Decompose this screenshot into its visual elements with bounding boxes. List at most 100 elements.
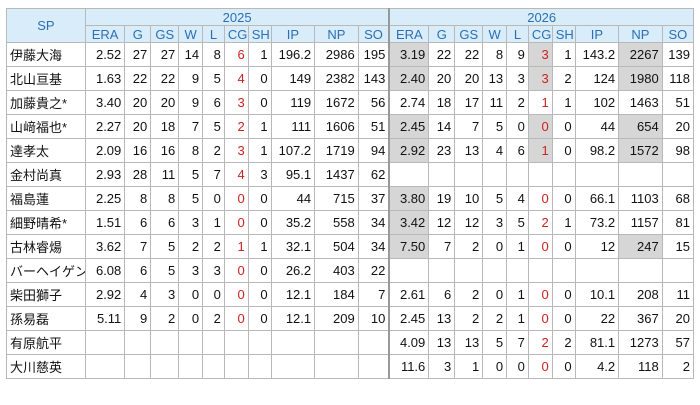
empty-cell — [150, 330, 180, 355]
stat-cell: 2.92 — [84, 282, 126, 307]
empty-cell — [574, 258, 620, 283]
stat-cell: 8 — [178, 138, 204, 163]
stat-cell: 6 — [223, 42, 249, 67]
player-row: 伊藤大海 2.52 27 27 14 8 6 1 196.2 2986 195 3.19 22 22 8 9 3… — [6, 42, 695, 67]
stat-cell: 1 — [247, 42, 272, 67]
empty-cell — [661, 162, 695, 187]
stat-cell: 0 — [247, 210, 272, 235]
stat-cell: 195 — [357, 42, 390, 67]
stat-cell: 2986 — [314, 42, 359, 67]
stat-cell: 20 — [661, 306, 695, 331]
stat-cell: 0 — [551, 114, 576, 139]
player-name: 達孝太 — [6, 138, 86, 163]
stat-cell: 5 — [482, 186, 508, 211]
stat-cell: 1 — [551, 210, 576, 235]
stat-cell: 143.2 — [574, 42, 620, 67]
stat-cell: 68 — [661, 186, 695, 211]
column-header: IP — [270, 25, 316, 43]
stat-cell: 13 — [428, 306, 456, 331]
stat-cell: 2 — [150, 306, 180, 331]
stat-cell: 22 — [428, 42, 456, 67]
player-row: 金村尚真 2.93 28 11 5 7 4 3 95.1 1437 62 — [6, 162, 695, 187]
stat-cell: 6 — [506, 138, 529, 163]
stat-cell: 0 — [551, 186, 576, 211]
stat-cell: 14 — [178, 42, 204, 67]
player-row: バーヘイゲン 6.08 6 5 3 3 0 0 26.2 403 22 — [6, 258, 695, 283]
stat-cell: 2.45 — [388, 114, 430, 139]
stat-cell: 0 — [247, 282, 272, 307]
stat-cell: 3 — [178, 210, 204, 235]
empty-cell — [84, 330, 126, 355]
stat-cell: 5 — [506, 210, 529, 235]
stat-cell: 184 — [314, 282, 359, 307]
stat-cell: 3 — [527, 66, 553, 91]
stat-cell: 111 — [270, 114, 316, 139]
header-row: SP 2025 2026 — [6, 8, 695, 43]
player-name: 細野晴希* — [6, 210, 86, 235]
stat-cell: 7 — [506, 330, 529, 355]
stat-cell: 7 — [428, 234, 456, 259]
stat-cell: 51 — [357, 114, 390, 139]
empty-cell — [314, 354, 359, 379]
stat-cell: 1157 — [618, 210, 663, 235]
empty-cell — [202, 330, 225, 355]
stat-cell: 2 — [454, 282, 484, 307]
stat-cell: 0 — [551, 234, 576, 259]
stat-cell: 5 — [150, 258, 180, 283]
stat-cell: 3 — [223, 90, 249, 115]
stat-cell: 27 — [150, 42, 180, 67]
stat-cell: 2 — [551, 66, 576, 91]
stat-cell: 3.40 — [84, 90, 126, 115]
stat-cell: 118 — [618, 354, 663, 379]
stat-cell: 11 — [661, 282, 695, 307]
stat-cell: 20 — [454, 66, 484, 91]
stat-cell: 22 — [357, 258, 390, 283]
stat-cell: 2 — [454, 306, 484, 331]
stat-cell: 2 — [454, 234, 484, 259]
stat-cell: 2 — [223, 114, 249, 139]
stat-cell: 3.80 — [388, 186, 430, 211]
stat-cell: 1103 — [618, 186, 663, 211]
stat-cell: 4.09 — [388, 330, 430, 355]
empty-cell — [388, 258, 430, 283]
empty-cell — [482, 162, 508, 187]
stat-cell: 0 — [223, 210, 249, 235]
column-header: G — [428, 25, 456, 43]
stat-cell: 5.11 — [84, 306, 126, 331]
stat-cell: 118 — [661, 66, 695, 91]
stat-cell: 44 — [574, 114, 620, 139]
stat-cell: 12 — [574, 234, 620, 259]
stat-cell: 0 — [506, 114, 529, 139]
column-header: CG — [527, 25, 553, 43]
column-header: SO — [661, 25, 695, 43]
empty-cell — [454, 258, 484, 283]
stat-cell: 403 — [314, 258, 359, 283]
player-name: 山﨑福也* — [6, 114, 86, 139]
empty-cell — [527, 258, 553, 283]
stat-cell: 0 — [223, 186, 249, 211]
player-row: 古林睿煬 3.62 7 5 2 2 1 1 32.1 504 34 7.50 7 2 0 1 0 0 12 247 15 — [6, 234, 695, 259]
stat-cell: 124 — [574, 66, 620, 91]
stat-cell: 20 — [124, 114, 152, 139]
stat-cell: 2.52 — [84, 42, 126, 67]
stat-cell: 81 — [661, 210, 695, 235]
stat-cell: 0 — [223, 282, 249, 307]
stat-cell: 0 — [527, 282, 553, 307]
empty-cell — [314, 330, 359, 355]
stat-cell: 15 — [661, 234, 695, 259]
column-header: W — [482, 25, 508, 43]
stat-cell: 2.93 — [84, 162, 126, 187]
stat-cell: 1719 — [314, 138, 359, 163]
stat-cell: 14 — [428, 114, 456, 139]
stat-cell: 57 — [661, 330, 695, 355]
empty-cell — [527, 162, 553, 187]
stat-cell: 2.74 — [388, 90, 430, 115]
player-name: 加藤貴之* — [6, 90, 86, 115]
empty-cell — [124, 354, 152, 379]
stat-cell: 558 — [314, 210, 359, 235]
stat-cell: 0 — [223, 258, 249, 283]
stat-cell: 0 — [247, 90, 272, 115]
empty-cell — [178, 354, 204, 379]
column-header: G — [124, 25, 152, 43]
stat-cell: 34 — [357, 234, 390, 259]
